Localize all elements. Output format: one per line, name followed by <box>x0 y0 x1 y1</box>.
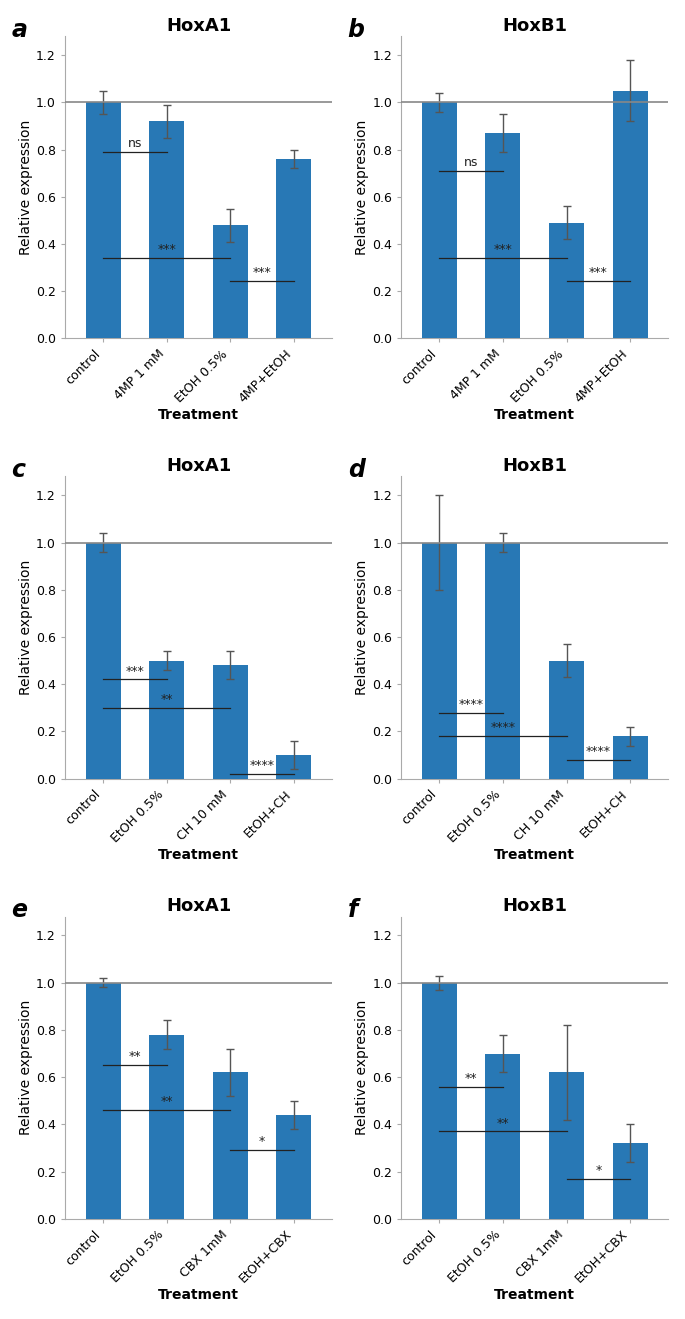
Text: b: b <box>348 18 364 42</box>
Text: **: ** <box>497 1117 509 1129</box>
Text: **: ** <box>160 1095 173 1108</box>
Title: HoxB1: HoxB1 <box>502 456 567 475</box>
Bar <box>422 542 457 778</box>
Title: HoxA1: HoxA1 <box>166 17 231 34</box>
Y-axis label: Relative expression: Relative expression <box>19 1000 33 1136</box>
Y-axis label: Relative expression: Relative expression <box>356 1000 369 1136</box>
Title: HoxA1: HoxA1 <box>166 456 231 475</box>
Text: ***: *** <box>158 243 176 256</box>
Text: **: ** <box>129 1050 141 1063</box>
Text: *: * <box>595 1163 601 1177</box>
Text: d: d <box>348 458 364 483</box>
Bar <box>277 1115 312 1219</box>
X-axis label: Treatment: Treatment <box>158 1289 239 1302</box>
Text: ***: *** <box>125 665 145 678</box>
Bar <box>277 754 312 778</box>
Text: a: a <box>12 18 27 42</box>
Title: HoxB1: HoxB1 <box>502 17 567 34</box>
Bar <box>213 1072 248 1219</box>
Text: ***: *** <box>494 243 512 256</box>
Bar <box>549 661 584 778</box>
Text: ***: *** <box>589 265 608 278</box>
X-axis label: Treatment: Treatment <box>495 848 575 861</box>
X-axis label: Treatment: Treatment <box>158 408 239 422</box>
X-axis label: Treatment: Treatment <box>158 848 239 861</box>
Bar <box>86 103 121 339</box>
X-axis label: Treatment: Treatment <box>495 408 575 422</box>
Bar <box>213 665 248 778</box>
Title: HoxB1: HoxB1 <box>502 897 567 915</box>
Bar <box>149 121 184 339</box>
Text: ****: **** <box>459 698 484 711</box>
Text: **: ** <box>160 692 173 706</box>
Bar <box>612 1144 647 1219</box>
Text: ***: *** <box>253 265 271 278</box>
Bar <box>612 736 647 778</box>
Text: ****: **** <box>586 745 611 758</box>
Bar <box>486 542 521 778</box>
Y-axis label: Relative expression: Relative expression <box>356 559 369 695</box>
Bar <box>149 1034 184 1219</box>
Title: HoxA1: HoxA1 <box>166 897 231 915</box>
Text: ****: **** <box>249 758 275 772</box>
Bar <box>86 983 121 1219</box>
Text: **: ** <box>465 1071 477 1084</box>
Bar <box>612 91 647 339</box>
Text: c: c <box>12 458 25 483</box>
Y-axis label: Relative expression: Relative expression <box>19 120 33 255</box>
Y-axis label: Relative expression: Relative expression <box>356 120 369 255</box>
Bar <box>486 1054 521 1219</box>
Bar <box>549 223 584 339</box>
Text: ****: **** <box>490 721 515 735</box>
Bar <box>149 661 184 778</box>
Y-axis label: Relative expression: Relative expression <box>19 559 33 695</box>
Bar <box>86 542 121 778</box>
Bar <box>486 133 521 339</box>
Bar <box>277 160 312 339</box>
Bar <box>213 226 248 339</box>
Bar <box>422 983 457 1219</box>
Text: f: f <box>348 898 358 922</box>
Text: ns: ns <box>127 137 142 150</box>
Text: *: * <box>259 1136 265 1149</box>
Bar <box>422 103 457 339</box>
Text: ns: ns <box>464 156 478 169</box>
Bar <box>549 1072 584 1219</box>
Text: e: e <box>12 898 27 922</box>
X-axis label: Treatment: Treatment <box>495 1289 575 1302</box>
